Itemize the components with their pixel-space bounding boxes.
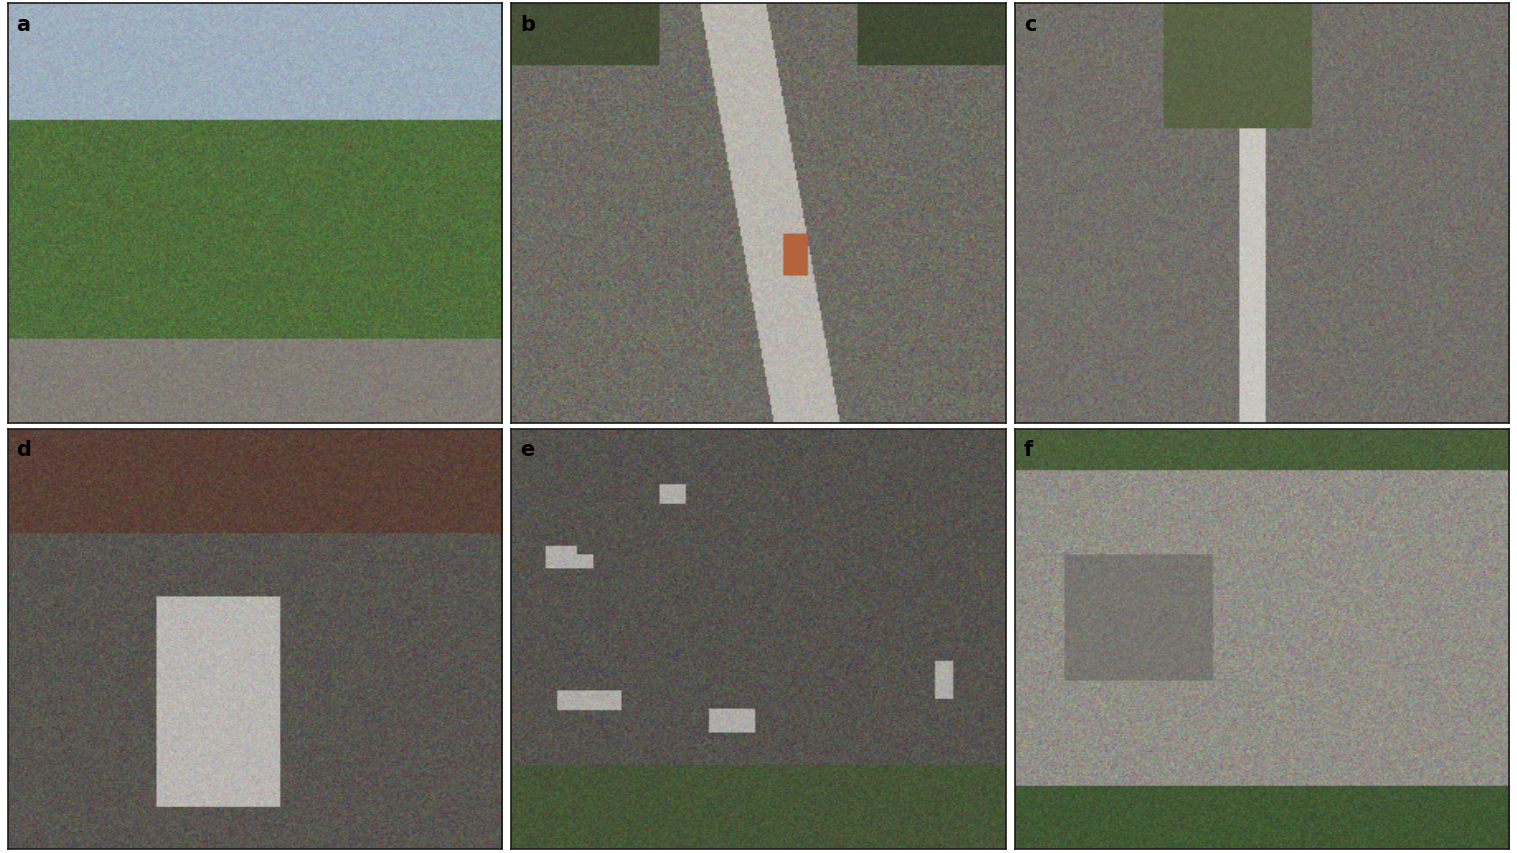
Text: f: f	[1024, 439, 1033, 460]
Text: a: a	[17, 15, 30, 35]
Text: c: c	[1024, 15, 1036, 35]
Text: d: d	[17, 439, 32, 460]
Text: b: b	[520, 15, 536, 35]
Text: e: e	[520, 439, 534, 460]
